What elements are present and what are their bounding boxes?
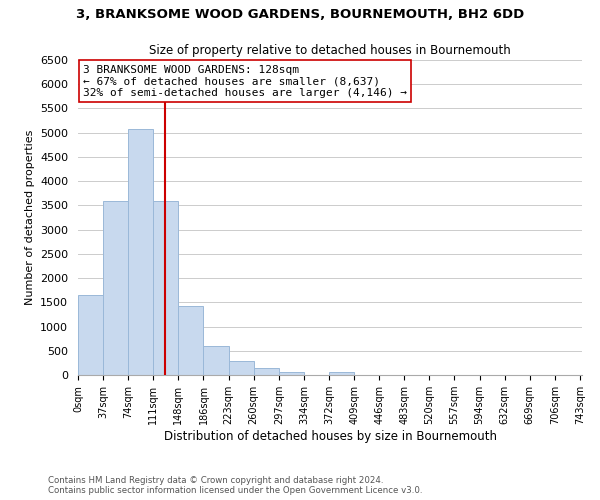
X-axis label: Distribution of detached houses by size in Bournemouth: Distribution of detached houses by size … — [163, 430, 497, 443]
Bar — [203, 346, 229, 375]
Bar — [178, 306, 203, 375]
Y-axis label: Number of detached properties: Number of detached properties — [25, 130, 35, 305]
Bar — [103, 200, 128, 375]
Text: Contains HM Land Registry data © Crown copyright and database right 2024.
Contai: Contains HM Land Registry data © Crown c… — [48, 476, 422, 495]
Bar — [153, 200, 178, 375]
Text: 3, BRANKSOME WOOD GARDENS, BOURNEMOUTH, BH2 6DD: 3, BRANKSOME WOOD GARDENS, BOURNEMOUTH, … — [76, 8, 524, 20]
Bar — [229, 360, 254, 375]
Text: 3 BRANKSOME WOOD GARDENS: 128sqm
← 67% of detached houses are smaller (8,637)
32: 3 BRANKSOME WOOD GARDENS: 128sqm ← 67% o… — [83, 64, 407, 98]
Bar — [128, 129, 153, 375]
Title: Size of property relative to detached houses in Bournemouth: Size of property relative to detached ho… — [149, 44, 511, 58]
Bar — [279, 372, 304, 375]
Bar — [78, 295, 103, 375]
Bar — [254, 368, 279, 375]
Bar — [329, 372, 354, 375]
